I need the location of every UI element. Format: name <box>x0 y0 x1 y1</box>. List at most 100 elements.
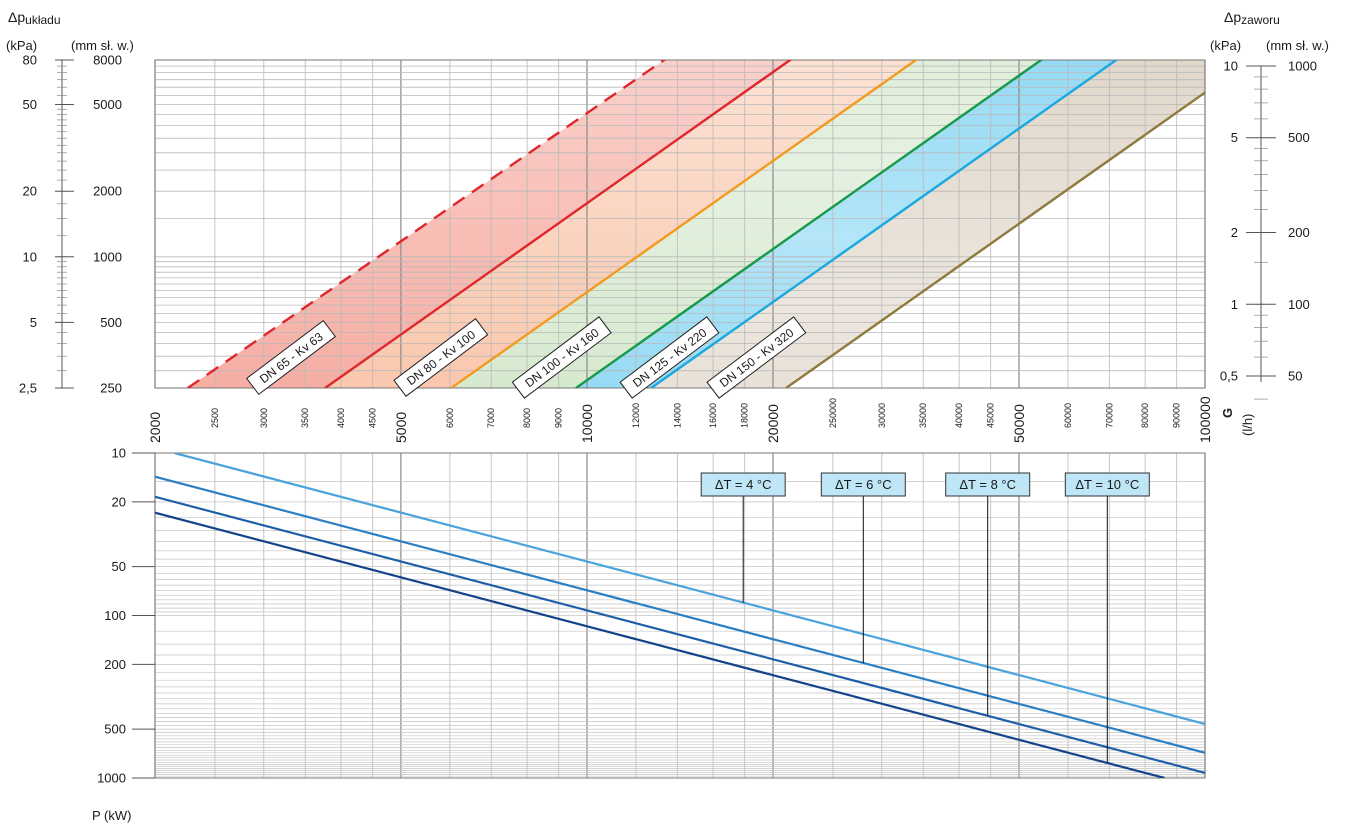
bottom-tick-label: 20 <box>112 494 126 509</box>
x-minor-tick-label: 8000 <box>522 408 532 428</box>
series-line-3 <box>575 60 1044 388</box>
bottom-tick-label: 500 <box>104 722 126 737</box>
x-minor-tick-label: 16000 <box>708 403 718 428</box>
series-label-box <box>706 316 807 399</box>
power-label-text: ΔT = 4 °C <box>715 477 772 492</box>
x-major-tick-label: 20000 <box>765 404 781 443</box>
bottom-series-labels: ΔT = 4 °C ΔT = 6 °C ΔT = 8 °C ΔT = 10 °C <box>700 472 1150 763</box>
bottom-tick-label: 50 <box>112 559 126 574</box>
band-4 <box>651 60 1205 388</box>
left-tick-mm: 1000 <box>93 249 122 264</box>
right-tick-mm: 200 <box>1288 225 1310 240</box>
x-minor-tick-label: 4000 <box>336 408 346 428</box>
x-minor-tick-label: 60000 <box>1063 403 1073 428</box>
left-tick-kpa: 10 <box>23 249 37 264</box>
bottom-tick-label: 10 <box>112 446 126 461</box>
right-tick-kpa: 5 <box>1231 130 1238 145</box>
left-tick-kpa: 2,5 <box>19 381 37 396</box>
power-label-text: ΔT = 6 °C <box>835 477 892 492</box>
series-label-box <box>393 318 489 397</box>
top-series-lines <box>187 60 1205 388</box>
left-tick-kpa: 50 <box>23 97 37 112</box>
left-axis: 80 8000 50 5000 20 2000 10 1000 5 500 2,5 250 <box>19 53 122 396</box>
series-line-4 <box>650 60 1119 388</box>
series-line-5 <box>785 91 1205 388</box>
left-axis-title: Δpukładu <box>8 9 61 27</box>
x-minor-tick-label: 35000 <box>918 403 928 428</box>
left-tick-kpa: 5 <box>30 315 37 330</box>
power-label-box <box>945 472 1031 497</box>
x-minor-tick-label: 4500 <box>368 408 378 428</box>
x-axis-label-unit: (l/h) <box>1240 414 1255 436</box>
band-2 <box>451 60 1042 388</box>
right-axis: 10 1000 5 500 2 200 1 100 0,5 50 <box>1220 59 1317 400</box>
right-tick-kpa: 1 <box>1231 297 1238 312</box>
right-axis-unit-kpa: (kPa) <box>1210 38 1241 53</box>
x-major-tick-label: 100000 <box>1197 396 1213 443</box>
band-1 <box>325 60 917 388</box>
x-minor-tick-label: 3000 <box>259 408 269 428</box>
left-tick-kpa: 20 <box>23 184 37 199</box>
band-0 <box>187 60 791 388</box>
right-tick-mm: 50 <box>1288 369 1302 384</box>
left-tick-mm: 5000 <box>93 97 122 112</box>
power-label-box <box>820 472 906 497</box>
left-tick-mm: 2000 <box>93 184 122 199</box>
x-minor-tick-label: 3500 <box>300 408 310 428</box>
x-major-tick-label: 10000 <box>579 404 595 443</box>
top-frame <box>154 59 1206 389</box>
top-bands <box>187 60 1205 388</box>
series-label-box <box>619 316 720 399</box>
right-tick-kpa: 2 <box>1231 225 1238 240</box>
right-tick-mm: 100 <box>1288 297 1310 312</box>
right-tick-kpa: 10 <box>1224 59 1238 74</box>
x-major-tick-label: 2000 <box>147 412 163 443</box>
bottom-tick-label: 200 <box>104 657 126 672</box>
left-tick-kpa: 80 <box>23 53 37 68</box>
bottom-tick-label: 100 <box>104 608 126 623</box>
series-label-box <box>245 319 337 396</box>
power-label-text: ΔT = 10 °C <box>1075 477 1139 492</box>
x-minor-tick-label: 18000 <box>740 403 750 428</box>
right-axis-unit-mm: (mm sł. w.) <box>1266 38 1329 53</box>
x-minor-tick-label: 7000 <box>486 408 496 428</box>
power-line-3 <box>155 511 1165 778</box>
bottom-series-lines <box>155 453 1205 778</box>
right-tick-mm: 500 <box>1288 130 1310 145</box>
bottom-axis: 10 20 50 100 200 500 1000 <box>97 446 155 786</box>
x-minor-tick-label: 14000 <box>672 403 682 428</box>
band-3 <box>575 60 1117 388</box>
x-minor-tick-label: 12000 <box>631 403 641 428</box>
power-line-2 <box>155 495 1205 774</box>
x-minor-tick-label: 70000 <box>1104 403 1114 428</box>
right-tick-mm: 1000 <box>1288 59 1317 74</box>
right-tick-kpa: 0,5 <box>1220 369 1238 384</box>
bottom-grid <box>154 452 1206 779</box>
x-minor-tick-label: 90000 <box>1172 403 1182 428</box>
x-minor-tick-label: 250000 <box>828 398 838 428</box>
left-axis-unit-kpa: (kPa) <box>6 38 37 53</box>
series-label-box <box>511 316 612 399</box>
power-line-1 <box>155 475 1205 754</box>
x-minor-tick-label: 40000 <box>954 403 964 428</box>
bottom-tick-label: 1000 <box>97 771 126 786</box>
x-minor-tick-label: 45000 <box>986 403 996 428</box>
power-line-0 <box>174 453 1205 726</box>
left-tick-mm: 500 <box>100 315 122 330</box>
series-line-1 <box>324 60 793 388</box>
power-label-text: ΔT = 8 °C <box>959 477 1016 492</box>
x-major-tick-label: 50000 <box>1011 404 1027 443</box>
x-axis-label-g: G <box>1220 408 1235 418</box>
series-line-0 <box>187 60 667 388</box>
x-axis-ticks: 2000 5000 10000 20000 50000 100000 2500 3000 350… <box>147 396 1213 443</box>
x-minor-tick-label: 30000 <box>877 403 887 428</box>
bottom-axis-label: P (kW) <box>92 808 131 823</box>
left-tick-mm: 8000 <box>93 53 122 68</box>
left-tick-mm: 250 <box>100 381 122 396</box>
x-minor-tick-label: 80000 <box>1140 403 1150 428</box>
power-label-box <box>1064 472 1150 497</box>
right-axis-title: Δpzaworu <box>1224 9 1280 27</box>
power-label-box <box>700 472 786 497</box>
x-minor-tick-label: 6000 <box>445 408 455 428</box>
